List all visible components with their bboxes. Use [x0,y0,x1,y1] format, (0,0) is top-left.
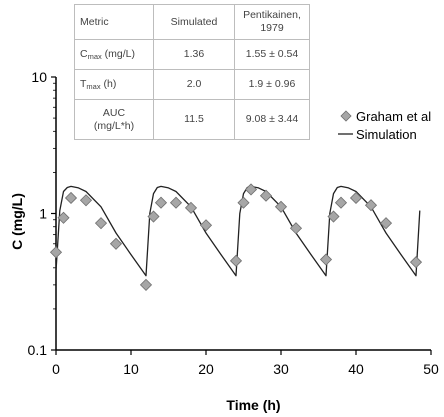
observed-point [334,196,348,209]
metrics-row-cmax: Cmax (mg/L) 1.36 1.55 ± 0.54 [74,39,310,70]
simulated-cell: 11.5 [153,99,235,140]
x-tick-label: 0 [52,361,60,377]
observed-point [289,222,303,235]
reference-header: Pentikainen, 1979 [234,4,310,40]
legend-marker-observed [340,110,352,122]
reference-cell: 1.55 ± 0.54 [234,39,310,70]
metric-header: Metric [74,4,154,40]
observed-point [57,211,70,224]
observed-point [327,210,340,223]
metrics-row-auc: AUC (mg/L*h) 11.5 9.08 ± 3.44 [74,99,310,140]
observed-point [64,191,78,205]
legend-label-simulation: Simulation [356,127,417,142]
observed-point [147,210,160,223]
observed-point [49,246,63,259]
observed-point [364,199,378,212]
observed-point [409,256,423,269]
observed-point [229,254,243,267]
observed-point [109,237,123,250]
x-tick-label: 10 [123,361,139,377]
observed-point [259,189,273,202]
metric-cell: AUC (mg/L*h) [74,99,154,140]
legend-label-observed: Graham et al [356,109,431,124]
simulation-line [55,185,421,277]
observed-point [139,278,153,291]
y-tick-label: 1 [39,206,47,222]
x-tick-label: 20 [198,361,214,377]
metrics-row-tmax: Tmax (h) 2.0 1.9 ± 0.96 [74,69,310,100]
simulated-cell: 1.36 [153,39,235,70]
y-tick-label: 0.1 [28,342,48,358]
observed-point [244,183,258,196]
x-tick-label: 30 [273,361,289,377]
observed-point [169,196,183,209]
observed-point [274,200,288,213]
observed-point [199,219,213,232]
observed-point [79,194,93,207]
simulated-header: Simulated [153,4,235,40]
observed-point [237,196,250,209]
x-tick-label: 40 [348,361,364,377]
observed-point [379,217,393,230]
metric-cell: Cmax (mg/L) [74,39,154,70]
metrics-table: Metric Simulated Pentikainen, 1979 Cmax … [74,4,310,140]
y-axis-label: C (mg/L) [9,193,25,250]
reference-cell: 9.08 ± 3.44 [234,99,310,140]
observed-point [184,201,198,214]
observed-point [319,253,333,266]
simulated-cell: 2.0 [153,69,235,100]
observed-point [349,191,363,205]
metrics-header-row: Metric Simulated Pentikainen, 1979 [74,4,310,40]
x-axis-label: Time (h) [226,397,280,413]
x-tick-label: 50 [423,361,439,377]
metric-cell: Tmax (h) [74,69,154,100]
observed-point [154,196,168,209]
y-tick-label: 10 [31,69,47,85]
reference-cell: 1.9 ± 0.96 [234,69,310,100]
observed-point [94,217,108,230]
